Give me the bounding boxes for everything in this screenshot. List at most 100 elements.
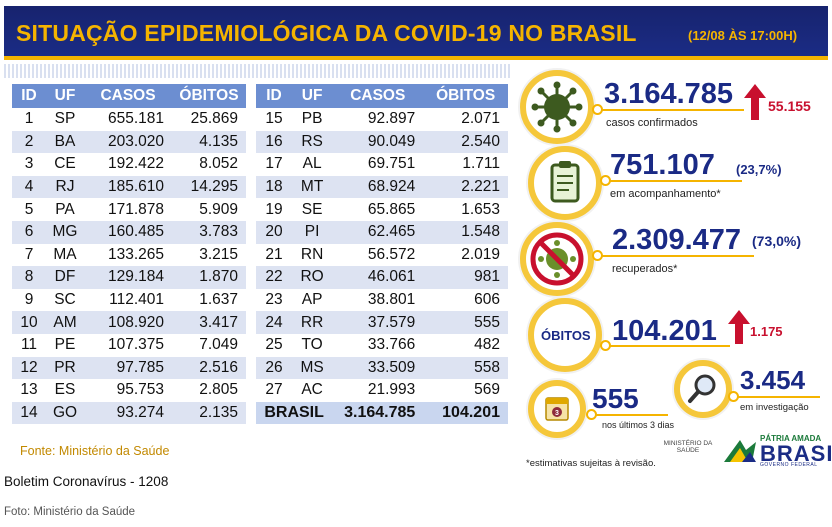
investigation-label: em investigação — [740, 402, 809, 413]
cell-casos: 33.509 — [332, 356, 424, 380]
cell-uf: RN — [300, 245, 324, 263]
cell-uf: PI — [292, 220, 333, 244]
col-header-id: ID — [12, 84, 46, 108]
svg-text:3: 3 — [555, 410, 559, 417]
cell-uf: MS — [292, 356, 333, 380]
table-row: 3 CE 192.422 8.052 — [12, 153, 246, 176]
cell-casos: 107.375 — [107, 336, 164, 354]
col-header-id: ID — [256, 84, 292, 108]
cell-id: 14 — [12, 401, 46, 425]
cell-obitos: 1.548 — [423, 220, 508, 244]
virus-icon — [531, 81, 583, 133]
col-header-uf: UF — [46, 84, 84, 108]
cell-uf: DF — [46, 266, 84, 289]
cell-id: 7 — [24, 245, 34, 263]
cell-obitos: 3.417 — [172, 311, 246, 334]
table-row: 19 SE 65.865 1.653 — [256, 198, 508, 221]
cell-id: 16 — [256, 130, 292, 154]
cell-casos: 38.801 — [367, 291, 416, 309]
connector-dot — [600, 340, 611, 351]
cell-casos: 56.572 — [367, 245, 416, 263]
cell-casos: 93.274 — [84, 401, 172, 425]
cell-uf: CE — [54, 155, 76, 173]
table-row: 24 RR 37.579 555 — [256, 311, 508, 334]
col-header-casos: CASOS — [332, 84, 424, 108]
table-row: 12 PR 97.785 2.516 — [12, 356, 246, 380]
clipboard-icon-circle — [528, 146, 602, 220]
deaths-circle — [528, 298, 602, 372]
connector-line — [602, 345, 730, 347]
table-row: 5 PA 171.878 5.909 — [12, 198, 246, 221]
monitoring-value: 751.107 — [610, 149, 715, 181]
cell-obitos: 2.019 — [461, 245, 500, 263]
table-row: 9 SC 112.401 1.637 — [12, 289, 246, 312]
connector-line — [588, 414, 668, 416]
cell-id: 19 — [265, 200, 283, 218]
cell-uf: SP — [54, 110, 76, 128]
recovered-value: 2.309.477 — [612, 224, 742, 256]
cell-casos: 133.265 — [107, 245, 164, 263]
cell-id: 23 — [265, 291, 283, 309]
cell-obitos: 14.295 — [172, 175, 246, 199]
cell-uf: MT — [292, 175, 333, 199]
cell-uf: RO — [292, 266, 333, 289]
table-row: 26 MS 33.509 558 — [256, 356, 508, 380]
ministry-logo: MINISTÉRIO DA SAÚDE — [663, 440, 713, 454]
connector-line — [594, 109, 744, 111]
cell-obitos: 1.637 — [199, 291, 238, 309]
source-note: Fonte: Ministério da Saúde — [20, 444, 170, 458]
cell-id: 15 — [265, 110, 283, 128]
cell-uf: AL — [302, 155, 322, 173]
cell-id: 21 — [265, 245, 283, 263]
calendar-icon-circle: 3 — [528, 380, 586, 438]
slogan-gov: GOVERNO FEDERAL — [760, 462, 818, 468]
table-row: 18 MT 68.924 2.221 — [256, 175, 508, 199]
cell-uf: RJ — [46, 175, 84, 199]
cell-id: 27 — [265, 381, 283, 399]
connector-line — [594, 255, 754, 257]
connector-line — [602, 180, 742, 182]
cell-id: 4 — [12, 175, 46, 199]
col-header-uf: UF — [292, 84, 333, 108]
magnifier-icon-circle — [674, 360, 732, 418]
cell-id: 11 — [20, 336, 38, 354]
cell-id: 6 — [12, 220, 46, 244]
cell-id: 20 — [256, 220, 292, 244]
table-row: 27 AC 21.993 569 — [256, 379, 508, 402]
cell-id: 10 — [12, 311, 46, 334]
table-row: 1 SP 655.181 25.869 — [12, 108, 246, 131]
header-bar: SITUAÇÃO EPIDEMIOLÓGICA DA COVID-19 NO B… — [4, 6, 828, 60]
cell-casos: 33.766 — [367, 336, 416, 354]
cell-obitos: 3.215 — [199, 245, 238, 263]
cell-casos: 92.897 — [367, 110, 416, 128]
cell-casos: 160.485 — [84, 220, 172, 244]
total-label: BRASIL — [256, 401, 333, 425]
cell-obitos: 5.909 — [199, 200, 238, 218]
recovered-label: recuperados* — [612, 263, 678, 275]
no-virus-icon-circle — [520, 222, 594, 296]
connector-dot — [586, 409, 597, 420]
cell-casos: 95.753 — [116, 381, 164, 399]
cell-casos: 69.751 — [367, 155, 416, 173]
magnifier-icon — [688, 374, 716, 403]
cell-obitos: 7.049 — [199, 336, 238, 354]
cell-id: 12 — [12, 356, 46, 380]
cell-uf: PA — [55, 200, 75, 218]
cell-id: 18 — [256, 175, 292, 199]
no-virus-icon — [530, 232, 584, 286]
cell-casos: 112.401 — [109, 291, 164, 309]
cell-casos: 655.181 — [107, 110, 164, 128]
arrow-up-icon — [744, 84, 766, 120]
photo-credit: Foto: Ministério da Saúde — [4, 506, 136, 518]
cell-casos: 203.020 — [84, 130, 172, 154]
cell-id: 22 — [256, 266, 292, 289]
cell-obitos: 4.135 — [172, 130, 246, 154]
table-row: 25 TO 33.766 482 — [256, 334, 508, 357]
bulletin-card: SITUAÇÃO EPIDEMIOLÓGICA DA COVID-19 NO B… — [4, 6, 832, 469]
cell-obitos: 25.869 — [190, 110, 238, 128]
cell-casos: 192.422 — [107, 155, 164, 173]
cell-uf: RR — [292, 311, 333, 334]
total-row: BRASIL 3.164.785 104.201 — [256, 401, 508, 425]
confirmed-delta: 55.155 — [768, 98, 811, 114]
cell-uf: RS — [292, 130, 333, 154]
